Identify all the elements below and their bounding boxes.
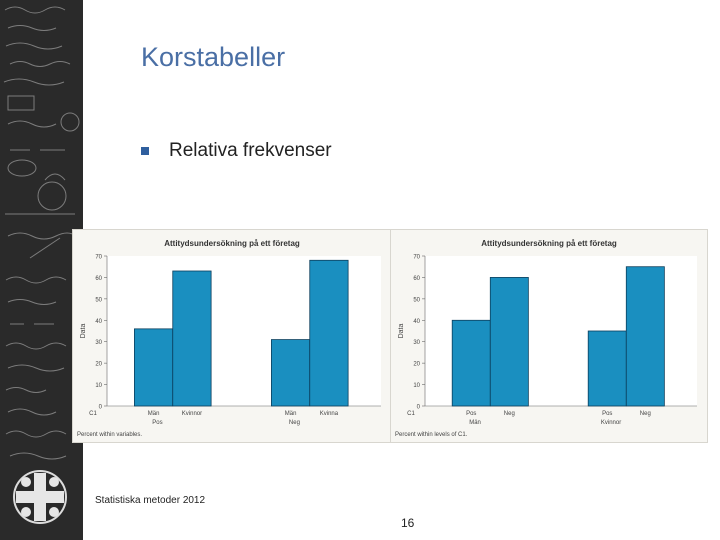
left-category-label: Kvinnor [182, 411, 202, 417]
bullet-text: Relativa frekvenser [169, 140, 332, 161]
slide-title: Korstabeller [141, 42, 286, 72]
left-ytick-label: 50 [95, 297, 102, 303]
chart-right-svg: Attitydsundersökning på ett företag 0 10 20… [395, 239, 697, 438]
bar-chart-right: Attitydsundersökning på ett företag 0 10 20… [390, 229, 708, 443]
left-bar [270, 339, 311, 407]
left-category-label: Män [285, 411, 297, 417]
right-bar [625, 266, 665, 407]
chalkboard-background-icon [3, 6, 80, 524]
left-chart-title: Attitydsundersökning på ett företag [164, 239, 300, 248]
left-ytick-label: 60 [95, 276, 102, 282]
left-ytick-label: 20 [95, 362, 102, 368]
left-group-label: Neg [289, 420, 300, 426]
chart-left-svg: Attitydsundersökning på ett företag 0 10 20… [77, 239, 381, 438]
right-category-label: Neg [640, 411, 651, 417]
right-ytick-label: 40 [413, 319, 420, 325]
right-chart-note: Percent within levels of C1. [395, 432, 468, 438]
right-category-label: Neg [504, 411, 515, 417]
right-ytick-label: 60 [413, 276, 420, 282]
left-category-label: Kvinna [320, 411, 339, 417]
left-bar [172, 270, 212, 407]
university-logo-icon [13, 470, 67, 524]
left-ytick-label: 0 [99, 405, 103, 411]
chalkboard-sidebar [0, 0, 83, 540]
right-bar [451, 319, 491, 407]
right-ytick-label: 70 [413, 255, 420, 261]
right-ytick-label: 0 [417, 405, 421, 411]
right-origin-label: C1 [407, 411, 415, 417]
page-number: 16 [401, 516, 415, 530]
left-bar [309, 259, 349, 407]
left-group-label: Pos [152, 420, 162, 426]
bar-chart-left: Attitydsundersökning på ett företag 0 10 20… [72, 229, 392, 443]
left-ytick-label: 30 [95, 340, 102, 346]
left-ytick-label: 10 [95, 383, 102, 389]
footer-text: Statistiska metoder 2012 [95, 495, 206, 506]
left-ytick-label: 40 [95, 319, 102, 325]
right-group-label: Män [469, 420, 481, 426]
right-bar [587, 330, 627, 407]
right-bar [489, 277, 529, 407]
right-category-label: Pos [466, 411, 476, 417]
right-ytick-label: 20 [413, 362, 420, 368]
right-ytick-label: 50 [413, 297, 420, 303]
right-group-label: Kvinnor [601, 420, 621, 426]
right-ylabel: Data [398, 324, 405, 339]
left-ylabel: Data [80, 324, 87, 339]
right-ytick-label: 30 [413, 340, 420, 346]
bullet-item: Relativa frekvenser [141, 140, 332, 162]
right-ytick-label: 10 [413, 383, 420, 389]
left-bar [134, 328, 174, 407]
left-ytick-label: 70 [95, 255, 102, 261]
left-category-label: Män [148, 411, 160, 417]
left-origin-label: C1 [89, 411, 97, 417]
right-chart-title: Attitydsundersökning på ett företag [481, 239, 617, 248]
bullet-square-icon [141, 147, 149, 155]
left-chart-note: Percent within variables. [77, 432, 142, 438]
right-category-label: Pos [602, 411, 612, 417]
